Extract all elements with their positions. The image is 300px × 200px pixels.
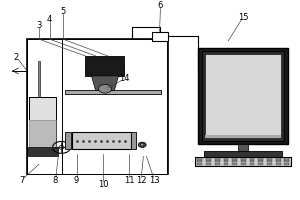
Bar xyxy=(204,151,282,158)
Circle shape xyxy=(98,84,112,93)
Bar xyxy=(197,163,202,165)
Bar xyxy=(232,160,237,162)
Bar xyxy=(198,48,288,144)
Bar xyxy=(27,39,168,174)
Bar xyxy=(258,163,263,165)
Text: 4: 4 xyxy=(47,15,52,24)
Bar xyxy=(206,160,211,162)
Text: 10: 10 xyxy=(98,180,109,189)
Bar xyxy=(130,132,136,149)
Polygon shape xyxy=(92,76,118,92)
Bar xyxy=(284,158,289,160)
Text: 3: 3 xyxy=(36,21,42,30)
Bar xyxy=(250,160,254,162)
Bar xyxy=(250,158,254,160)
Bar xyxy=(206,163,211,165)
Circle shape xyxy=(138,142,146,147)
Text: 13: 13 xyxy=(149,176,160,185)
Bar xyxy=(205,54,281,138)
Bar xyxy=(284,160,289,162)
Bar xyxy=(202,51,284,141)
Bar xyxy=(205,135,281,138)
Text: 9: 9 xyxy=(74,176,79,185)
Bar xyxy=(241,160,246,162)
Text: 14: 14 xyxy=(119,74,130,83)
Bar xyxy=(64,90,160,94)
Bar xyxy=(267,160,272,162)
Bar xyxy=(284,163,289,165)
Bar xyxy=(206,158,211,160)
Bar xyxy=(65,132,71,149)
Bar xyxy=(215,160,220,162)
Bar xyxy=(27,39,62,174)
Circle shape xyxy=(140,144,144,146)
Bar xyxy=(276,160,280,162)
Bar xyxy=(241,158,246,160)
Text: 6: 6 xyxy=(158,1,163,10)
Bar xyxy=(276,158,280,160)
Bar xyxy=(215,163,220,165)
Bar xyxy=(85,56,124,76)
Bar xyxy=(232,163,237,165)
Bar xyxy=(238,144,248,151)
Bar xyxy=(267,163,272,165)
Bar xyxy=(38,61,40,130)
Bar xyxy=(72,132,130,149)
Bar xyxy=(215,158,220,160)
Bar xyxy=(267,158,272,160)
Bar xyxy=(232,158,237,160)
Text: 11: 11 xyxy=(124,176,134,185)
Bar xyxy=(152,32,168,41)
Bar xyxy=(197,160,202,162)
Text: 5: 5 xyxy=(60,7,66,16)
Bar xyxy=(258,158,263,160)
Text: 2: 2 xyxy=(14,53,19,62)
Bar xyxy=(258,160,263,162)
Bar xyxy=(29,120,56,148)
Bar xyxy=(276,163,280,165)
Bar xyxy=(241,163,246,165)
Bar xyxy=(28,147,58,156)
Bar xyxy=(224,160,228,162)
Bar xyxy=(250,163,254,165)
Bar xyxy=(29,97,56,148)
Bar xyxy=(61,39,167,174)
Text: 8: 8 xyxy=(53,176,58,185)
Bar xyxy=(224,163,228,165)
Bar xyxy=(224,158,228,160)
Text: 7: 7 xyxy=(19,176,24,185)
Text: 15: 15 xyxy=(238,13,248,22)
Bar xyxy=(197,158,202,160)
Text: 12: 12 xyxy=(136,176,146,185)
Bar xyxy=(29,120,56,148)
Bar xyxy=(195,157,291,166)
